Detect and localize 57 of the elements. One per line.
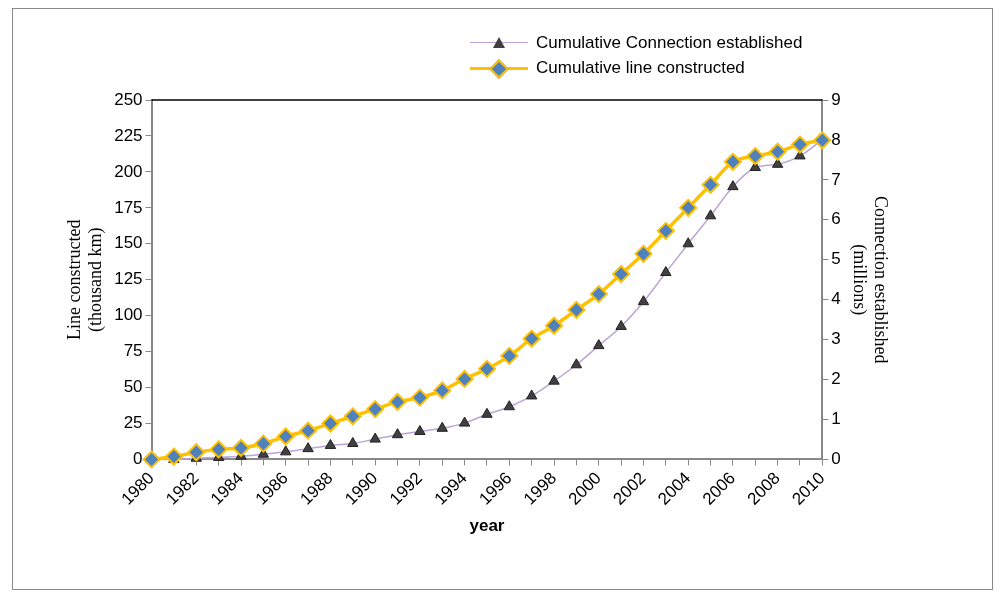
point <box>410 388 429 407</box>
y-axis-title: Line constructed (thousand km) <box>63 219 107 340</box>
point <box>142 450 161 469</box>
point <box>187 443 206 462</box>
y-tick-label: 125 <box>114 269 143 289</box>
y2-tick-label: 1 <box>831 409 841 429</box>
point <box>723 152 742 171</box>
point <box>790 135 809 154</box>
y2-tick-label: 2 <box>831 369 841 389</box>
point <box>522 329 541 348</box>
y-tick-label: 25 <box>123 413 143 433</box>
y-tick-label: 75 <box>123 341 143 361</box>
point <box>164 447 183 466</box>
point <box>276 427 295 446</box>
point <box>254 434 273 453</box>
point <box>813 131 832 150</box>
point <box>589 285 608 304</box>
point <box>656 221 675 240</box>
y-tick-label: 150 <box>114 233 143 253</box>
point <box>209 440 228 459</box>
y2-tick-label: 7 <box>831 169 841 189</box>
y2-tick-label: 5 <box>831 249 841 269</box>
y2-tick-label: 8 <box>831 129 841 149</box>
point <box>433 381 452 400</box>
y2-tick-label: 4 <box>831 289 841 309</box>
point <box>366 400 385 419</box>
point <box>388 392 407 411</box>
point <box>545 316 564 335</box>
point <box>477 359 496 378</box>
point <box>455 369 474 388</box>
y2-tick-label: 0 <box>831 449 841 469</box>
point <box>634 244 653 263</box>
y2-tick-label: 9 <box>831 89 841 109</box>
point <box>679 198 698 217</box>
point <box>567 300 586 319</box>
y-tick-label: 100 <box>114 305 143 325</box>
point <box>746 147 765 166</box>
y2-axis-title: Connection established (millions) <box>848 195 892 364</box>
point <box>343 407 362 426</box>
y2-tick-label: 6 <box>831 209 841 229</box>
point <box>299 421 318 440</box>
y2-tick-label: 3 <box>831 329 841 349</box>
point <box>321 414 340 433</box>
y-tick-label: 0 <box>133 449 143 469</box>
y-tick-label: 175 <box>114 197 143 217</box>
x-axis-title: year <box>469 516 505 536</box>
point <box>500 346 519 365</box>
point <box>768 142 787 161</box>
y-tick-label: 50 <box>123 377 143 397</box>
y-tick-label: 250 <box>114 89 143 109</box>
point <box>701 175 720 194</box>
y-tick-label: 200 <box>114 161 143 181</box>
legend-label: Cumulative line constructed <box>536 57 745 78</box>
point <box>232 438 250 457</box>
y-tick-label: 225 <box>114 125 143 145</box>
legend-label: Cumulative Connection established <box>536 32 803 53</box>
point <box>612 264 631 283</box>
